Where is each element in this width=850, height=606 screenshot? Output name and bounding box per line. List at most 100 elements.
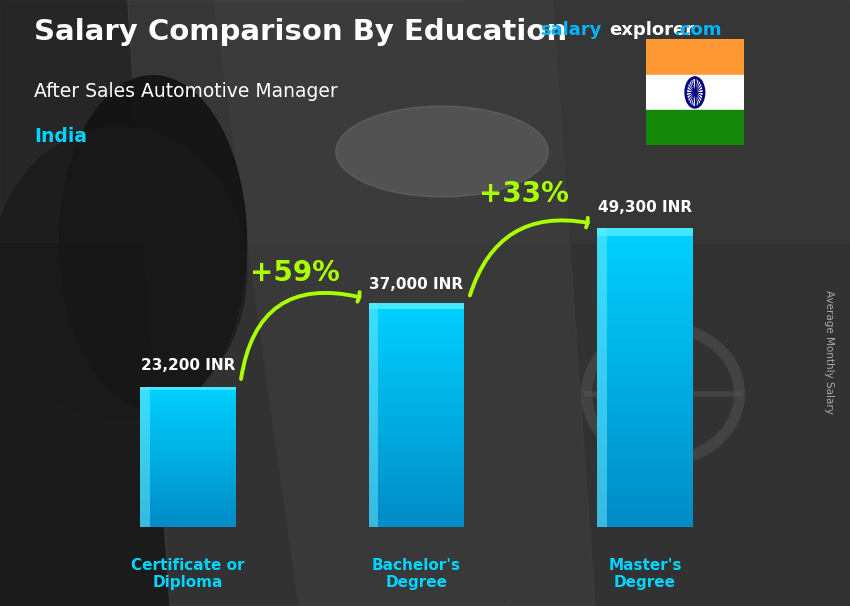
Bar bbox=[140, 452, 236, 454]
Bar bbox=[597, 512, 693, 518]
Bar bbox=[597, 343, 693, 348]
Bar bbox=[369, 303, 378, 527]
Bar bbox=[597, 268, 693, 273]
Ellipse shape bbox=[336, 106, 548, 197]
Bar bbox=[140, 443, 236, 445]
Bar bbox=[369, 434, 464, 438]
Bar bbox=[369, 325, 464, 329]
Bar bbox=[597, 487, 693, 492]
Bar bbox=[140, 490, 236, 492]
Bar bbox=[140, 396, 236, 398]
Bar bbox=[369, 303, 464, 307]
Bar bbox=[140, 448, 236, 450]
Bar bbox=[597, 278, 693, 283]
Bar bbox=[597, 388, 693, 393]
Bar bbox=[369, 359, 464, 363]
Bar bbox=[597, 518, 693, 522]
Bar bbox=[140, 415, 236, 417]
Bar bbox=[369, 498, 464, 501]
Bar bbox=[597, 233, 693, 238]
Bar bbox=[140, 520, 236, 522]
Bar bbox=[597, 467, 693, 473]
Bar bbox=[140, 497, 236, 499]
Bar bbox=[597, 442, 693, 448]
Bar bbox=[140, 457, 236, 459]
Bar bbox=[369, 404, 464, 408]
Bar bbox=[369, 524, 464, 527]
Bar bbox=[140, 413, 236, 415]
Bar bbox=[597, 298, 693, 303]
Bar bbox=[597, 383, 693, 388]
Bar bbox=[369, 303, 464, 308]
Bar bbox=[369, 427, 464, 430]
Bar bbox=[369, 378, 464, 382]
Text: Master's
Degree: Master's Degree bbox=[609, 558, 682, 590]
Bar bbox=[369, 464, 464, 467]
Bar bbox=[369, 344, 464, 348]
Bar bbox=[597, 473, 693, 478]
Bar bbox=[140, 410, 236, 413]
Bar bbox=[140, 398, 236, 401]
Bar bbox=[140, 387, 236, 389]
Bar bbox=[369, 351, 464, 355]
Bar bbox=[369, 493, 464, 498]
Bar bbox=[369, 415, 464, 419]
Bar bbox=[597, 408, 693, 413]
Bar bbox=[140, 504, 236, 506]
Bar bbox=[597, 373, 693, 378]
Bar bbox=[597, 398, 693, 403]
Text: After Sales Automotive Manager: After Sales Automotive Manager bbox=[34, 82, 337, 101]
Bar bbox=[597, 323, 693, 328]
Bar bbox=[369, 445, 464, 448]
Text: 23,200 INR: 23,200 INR bbox=[141, 358, 235, 373]
Bar bbox=[140, 408, 236, 410]
Bar bbox=[597, 248, 693, 253]
Bar bbox=[597, 502, 693, 507]
Bar bbox=[597, 462, 693, 467]
Bar bbox=[597, 438, 693, 442]
Bar bbox=[140, 499, 236, 501]
Bar bbox=[140, 476, 236, 478]
Bar bbox=[140, 468, 236, 471]
Bar bbox=[140, 525, 236, 527]
Text: explorer: explorer bbox=[609, 21, 694, 39]
Bar bbox=[597, 348, 693, 353]
Bar bbox=[369, 329, 464, 333]
Bar bbox=[369, 419, 464, 422]
Bar bbox=[369, 367, 464, 370]
Bar bbox=[369, 501, 464, 505]
Bar bbox=[597, 283, 693, 288]
Bar bbox=[140, 481, 236, 483]
Bar bbox=[597, 264, 693, 268]
Bar bbox=[140, 478, 236, 481]
Text: 37,000 INR: 37,000 INR bbox=[370, 277, 463, 292]
Circle shape bbox=[694, 90, 696, 95]
Bar bbox=[646, 75, 744, 110]
Bar bbox=[597, 453, 693, 458]
Bar bbox=[369, 490, 464, 493]
Bar bbox=[140, 441, 236, 443]
Bar bbox=[597, 478, 693, 482]
Bar bbox=[369, 456, 464, 460]
Bar bbox=[369, 333, 464, 336]
Text: salary: salary bbox=[540, 21, 601, 39]
Bar bbox=[140, 389, 236, 391]
Bar bbox=[597, 333, 693, 338]
Bar bbox=[369, 460, 464, 464]
Bar bbox=[597, 288, 693, 293]
Polygon shape bbox=[128, 0, 595, 606]
Bar bbox=[140, 387, 150, 527]
Bar bbox=[140, 431, 236, 433]
Bar bbox=[140, 483, 236, 485]
Bar bbox=[140, 487, 236, 490]
Bar bbox=[597, 433, 693, 438]
Bar bbox=[369, 389, 464, 393]
Bar bbox=[597, 498, 693, 502]
Bar bbox=[597, 507, 693, 512]
Bar bbox=[140, 450, 236, 452]
Bar bbox=[597, 428, 693, 433]
Bar bbox=[597, 418, 693, 422]
Bar bbox=[140, 433, 236, 436]
Bar bbox=[369, 408, 464, 411]
Bar bbox=[369, 482, 464, 486]
